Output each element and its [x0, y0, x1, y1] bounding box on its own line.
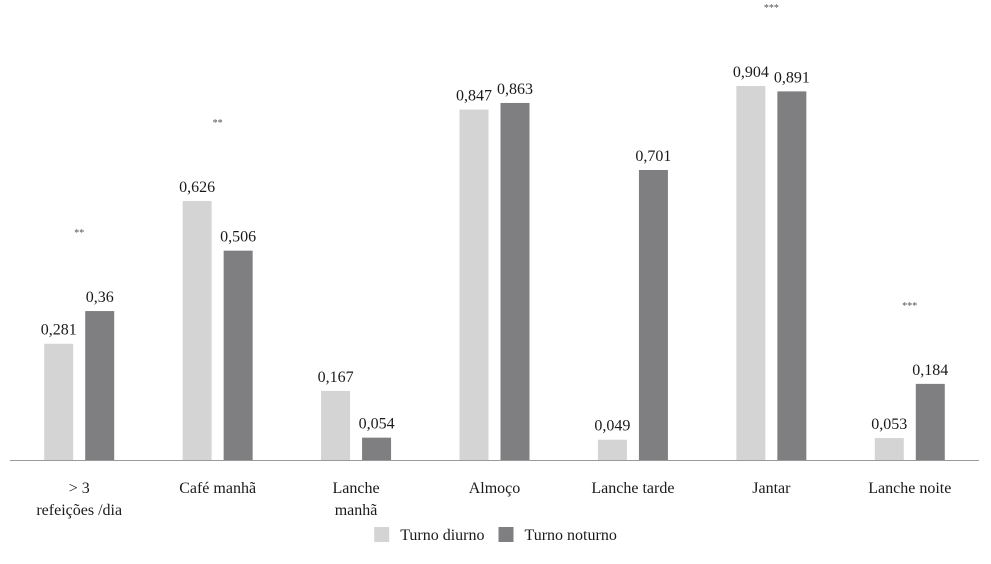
significance-marker: ** [213, 118, 223, 129]
bar-turno-diurno [874, 438, 904, 460]
value-label-turno-noturno: 0,701 [635, 148, 671, 165]
bar-turno-noturno [362, 437, 392, 460]
legend-label: Turno noturno [525, 527, 617, 544]
category-label: Almoço [469, 480, 521, 497]
value-label-turno-diurno: 0,904 [733, 64, 769, 81]
category-labels-layer: > 3 refeições /dia Café manhã Lanche manhã Al… [36, 480, 951, 519]
bar-turno-noturno [777, 91, 807, 460]
category-label: refeições /dia [36, 502, 122, 519]
bar-turno-noturno [85, 311, 115, 460]
bar-turno-diurno [44, 343, 74, 460]
value-label-turno-diurno: 0,847 [456, 88, 492, 105]
bar-turno-diurno [736, 86, 766, 460]
legend-label: Turno diurno [400, 527, 484, 544]
value-label-turno-noturno: 0,184 [912, 362, 948, 379]
value-labels-layer: 0,281 0,36 0,626 0,506 0,167 0,054 0,847 0,863 0… [41, 64, 949, 435]
bar-turno-noturno [223, 250, 253, 460]
category-label: Jantar [752, 480, 791, 497]
legend-swatch [498, 527, 514, 542]
bar-turno-noturno [638, 169, 668, 461]
value-label-turno-noturno: 0,506 [220, 229, 256, 246]
value-label-turno-diurno: 0,281 [41, 322, 77, 339]
category-label: Lanche tarde [591, 480, 674, 497]
bars-layer [44, 86, 945, 461]
category-label: Lanche [333, 480, 380, 497]
value-label-turno-diurno: 0,053 [871, 416, 907, 433]
bar-turno-noturno [500, 102, 530, 460]
bar-turno-diurno [182, 201, 212, 460]
value-label-turno-noturno: 0,054 [359, 416, 395, 433]
category-label: > 3 [69, 480, 90, 497]
value-label-turno-noturno: 0,891 [774, 69, 810, 86]
value-label-turno-diurno: 0,049 [594, 418, 630, 435]
value-label-turno-noturno: 0,863 [497, 81, 533, 98]
significance-marker: ** [74, 228, 84, 239]
value-label-turno-diurno: 0,626 [179, 179, 215, 196]
legend-swatch [374, 527, 390, 542]
significance-marker: *** [902, 301, 917, 312]
significance-marker: *** [764, 3, 779, 14]
value-label-turno-diurno: 0,167 [318, 369, 354, 386]
category-label: manhã [335, 502, 378, 519]
category-label: Café manhã [179, 480, 256, 497]
value-label-turno-noturno: 0,36 [86, 289, 114, 306]
bar-turno-diurno [597, 439, 627, 460]
bar-turno-diurno [321, 390, 351, 460]
significance-layer: ********** [74, 3, 917, 312]
bar-turno-noturno [915, 383, 945, 460]
bar-turno-diurno [459, 109, 489, 461]
legend: Turno diurno Turno noturno [374, 527, 617, 544]
category-label: Lanche noite [868, 480, 951, 497]
